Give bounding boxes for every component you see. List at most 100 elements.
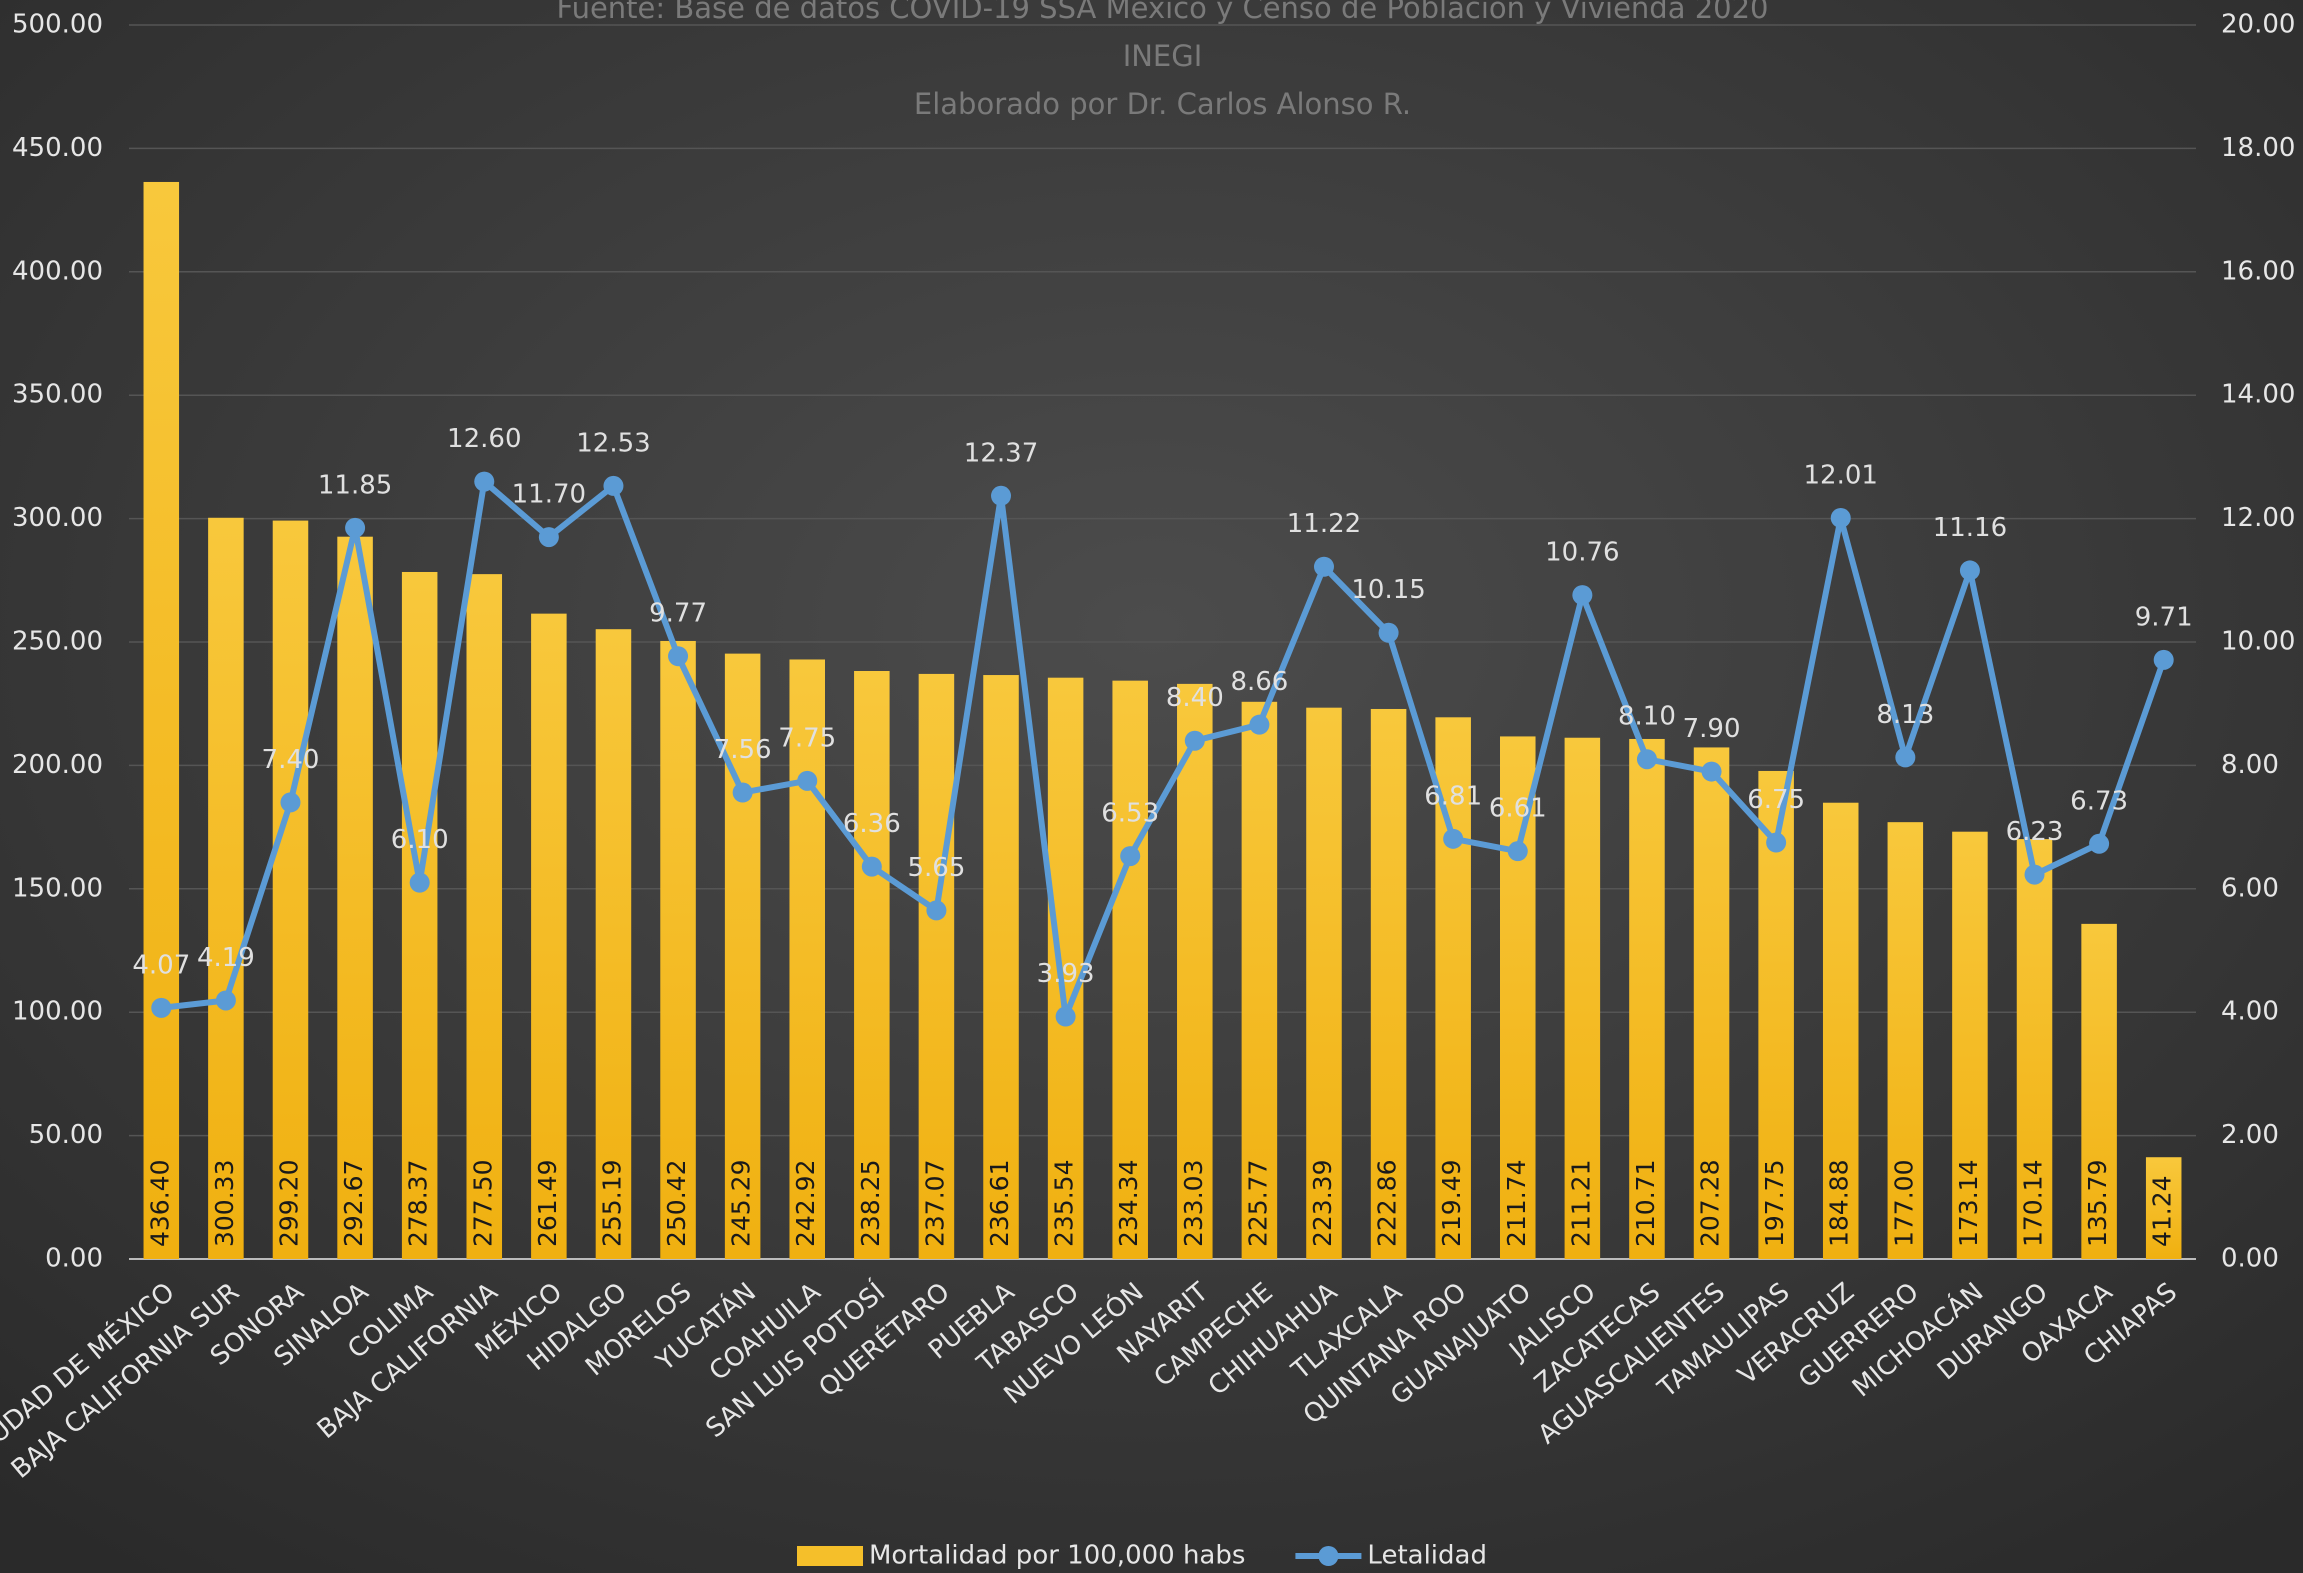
bar xyxy=(531,613,567,1259)
line-value-label: 10.76 xyxy=(1545,538,1619,568)
bar-value-label: 436.40 xyxy=(145,1160,174,1247)
bar-value-label: 292.67 xyxy=(339,1160,368,1247)
bar xyxy=(401,571,438,1259)
chart-title: Fuente: Base de datos COVID-19 SSA Méxic… xyxy=(556,0,1768,25)
bar-value-label: 261.49 xyxy=(533,1160,562,1247)
line-marker xyxy=(474,471,495,492)
line-value-label: 6.73 xyxy=(2070,786,2128,816)
line-marker xyxy=(1830,507,1851,528)
y-tick-label: 400.00 xyxy=(12,256,103,286)
line-value-label: 11.16 xyxy=(1933,513,2007,543)
bar xyxy=(2145,1157,2182,1259)
bar xyxy=(2081,923,2117,1259)
line-value-label: 6.81 xyxy=(1424,781,1482,811)
bar xyxy=(1629,738,1665,1259)
bar-value-label: 277.50 xyxy=(468,1160,497,1247)
line-marker xyxy=(1701,761,1722,782)
line-value-label: 6.36 xyxy=(843,809,901,839)
bar xyxy=(1241,701,1278,1259)
bar-value-label: 197.75 xyxy=(1760,1160,1789,1247)
line-value-label: 6.53 xyxy=(1101,799,1159,829)
y2-tick-label: 6.00 xyxy=(2221,873,2279,903)
line-value-label: 9.77 xyxy=(649,599,707,629)
bar-value-label: 173.14 xyxy=(1954,1160,1983,1247)
y-tick-label: 450.00 xyxy=(12,133,103,163)
line-value-label: 8.66 xyxy=(1230,667,1288,697)
line-marker xyxy=(1959,560,1980,581)
line-marker xyxy=(151,997,172,1018)
chart-title: INEGI xyxy=(1123,39,1203,73)
bar-value-label: 242.92 xyxy=(791,1160,820,1247)
bar-value-label: 233.03 xyxy=(1179,1160,1208,1247)
line-value-label: 4.19 xyxy=(197,943,255,973)
line-value-label: 6.75 xyxy=(1747,785,1805,815)
bar-value-label: 278.37 xyxy=(404,1160,433,1247)
line-value-label: 6.23 xyxy=(2006,817,2064,847)
legend-swatch xyxy=(797,1546,863,1566)
line-marker xyxy=(603,475,624,496)
legend-label: Letalidad xyxy=(1367,1541,1487,1571)
bar xyxy=(789,659,825,1259)
line-value-label: 7.40 xyxy=(262,745,320,775)
bar-value-label: 300.33 xyxy=(210,1160,239,1247)
line-marker xyxy=(409,872,430,893)
bar-value-label: 211.74 xyxy=(1502,1160,1531,1247)
bar xyxy=(143,181,180,1259)
bar-value-label: 238.25 xyxy=(856,1160,885,1247)
bar-value-label: 223.39 xyxy=(1308,1160,1337,1247)
bar xyxy=(1306,707,1342,1259)
line-value-label: 6.10 xyxy=(391,825,449,855)
line-value-label: 9.71 xyxy=(2135,602,2193,632)
line-marker xyxy=(1378,622,1399,643)
y-tick-label: 250.00 xyxy=(12,627,103,657)
y-tick-label: 500.00 xyxy=(12,10,103,40)
bar xyxy=(1952,831,1988,1259)
bar xyxy=(918,673,955,1259)
bar xyxy=(337,536,373,1259)
bar-value-label: 177.00 xyxy=(1889,1160,1918,1247)
legend-swatch xyxy=(1318,1546,1339,1566)
line-value-label: 11.22 xyxy=(1287,509,1361,539)
y2-tick-label: 14.00 xyxy=(2221,380,2295,410)
line-value-label: 11.70 xyxy=(512,480,586,510)
bar xyxy=(660,640,696,1259)
bar-value-label: 237.07 xyxy=(920,1160,949,1247)
chart-title: Elaborado por Dr. Carlos Alonso R. xyxy=(914,87,1411,121)
bar xyxy=(1564,737,1601,1259)
line-value-label: 7.56 xyxy=(714,735,772,765)
bar-value-label: 207.28 xyxy=(1696,1160,1725,1247)
line-marker xyxy=(1636,749,1657,770)
line-marker xyxy=(1055,1006,1076,1027)
y2-tick-label: 12.00 xyxy=(2221,503,2295,533)
line-marker xyxy=(1313,556,1334,577)
bar-value-label: 184.88 xyxy=(1825,1160,1854,1247)
line-value-label: 8.40 xyxy=(1166,683,1224,713)
bar xyxy=(208,517,244,1259)
line xyxy=(160,478,2167,1020)
bar xyxy=(272,520,309,1259)
line-marker xyxy=(1507,841,1528,862)
line-marker xyxy=(668,646,689,667)
line-value-label: 8.13 xyxy=(1876,700,1934,730)
y-tick-label: 100.00 xyxy=(12,997,103,1027)
bar-value-label: 245.29 xyxy=(727,1160,756,1247)
line-marker xyxy=(2153,649,2174,670)
line-marker xyxy=(926,900,947,921)
bar xyxy=(1370,708,1407,1259)
y2-tick-label: 10.00 xyxy=(2221,627,2295,657)
y2-tick-label: 20.00 xyxy=(2221,10,2295,40)
y2-tick-label: 18.00 xyxy=(2221,133,2295,163)
line-marker xyxy=(1572,585,1593,606)
bar xyxy=(1500,736,1536,1259)
bar xyxy=(2016,839,2053,1259)
line-marker xyxy=(797,770,818,791)
bar xyxy=(854,670,890,1259)
line-value-label: 7.75 xyxy=(778,723,836,753)
line-value-label: 12.53 xyxy=(576,428,650,458)
line-marker xyxy=(1249,714,1270,735)
bar-value-label: 250.42 xyxy=(662,1160,691,1247)
line-value-label: 11.85 xyxy=(318,470,392,500)
bar xyxy=(595,629,632,1259)
